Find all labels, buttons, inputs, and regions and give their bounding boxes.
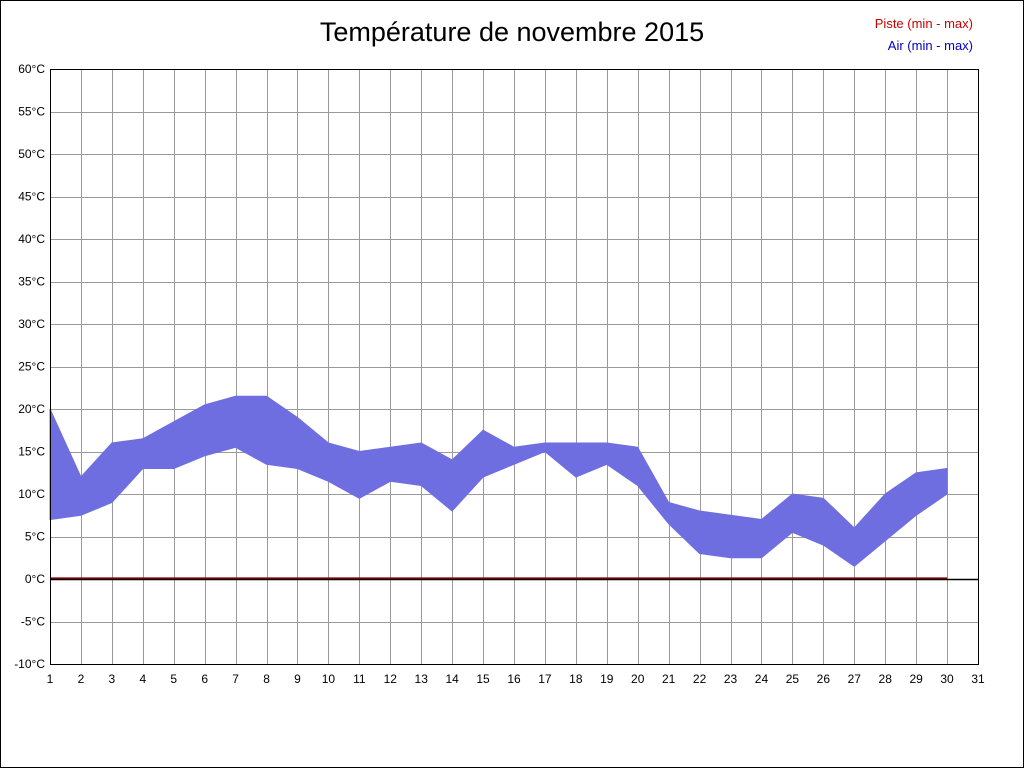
y-tick-label: 30°C — [18, 317, 45, 331]
x-tick-label: 14 — [445, 672, 459, 686]
y-tick-label: 40°C — [18, 232, 45, 246]
x-tick-label: 24 — [755, 672, 769, 686]
x-tick-label: 23 — [724, 672, 738, 686]
x-tick-label: 25 — [786, 672, 800, 686]
x-tick-label: 16 — [507, 672, 521, 686]
y-axis-labels: 60°C 55°C 50°C 45°C 40°C 35°C 30°C 25°C 20°C 15°C… — [14, 62, 45, 671]
x-tick-label: 15 — [476, 672, 490, 686]
x-tick-label: 8 — [263, 672, 270, 686]
x-tick-label: 29 — [909, 672, 923, 686]
y-tick-label: 15°C — [18, 445, 45, 459]
x-tick-label: 20 — [631, 672, 645, 686]
y-tick-label: 25°C — [18, 360, 45, 374]
x-tick-label: 1 — [47, 672, 54, 686]
y-tick-label: 55°C — [18, 105, 45, 119]
y-tick-label: -5°C — [21, 615, 45, 629]
x-tick-label: 7 — [232, 672, 239, 686]
legend-piste-label: Piste (min - max) — [874, 16, 973, 31]
x-tick-label: 27 — [848, 672, 862, 686]
x-tick-label: 9 — [294, 672, 301, 686]
x-tick-label: 10 — [322, 672, 336, 686]
x-tick-label: 26 — [817, 672, 831, 686]
x-tick-label: 11 — [353, 672, 366, 686]
y-tick-label: 10°C — [18, 487, 45, 501]
x-tick-label: 6 — [201, 672, 208, 686]
y-tick-label: 35°C — [18, 275, 45, 289]
y-tick-label: 50°C — [18, 147, 45, 161]
y-tick-label: 0°C — [25, 572, 45, 586]
y-tick-label: 60°C — [18, 62, 45, 76]
x-tick-label: 31 — [971, 672, 985, 686]
x-tick-label: 4 — [139, 672, 146, 686]
x-tick-label: 18 — [569, 672, 583, 686]
x-tick-label: 30 — [940, 672, 954, 686]
legend-air-label: Air (min - max) — [887, 38, 973, 53]
legend: Piste (min - max) Air (min - max) — [875, 13, 973, 57]
y-tick-label: 45°C — [18, 190, 45, 204]
chart-title: Température de novembre 2015 — [319, 17, 705, 47]
x-tick-label: 5 — [170, 672, 177, 686]
y-tick-label: 20°C — [18, 402, 45, 416]
grid-lines — [50, 69, 979, 665]
x-tick-label: 2 — [78, 672, 85, 686]
x-tick-label: 28 — [879, 672, 893, 686]
x-tick-label: 22 — [693, 672, 707, 686]
x-tick-label: 3 — [109, 672, 116, 686]
x-axis-labels: 1 2 3 4 5 6 7 8 9 10 11 12 13 14 15 16 17 18 19 20 21 22 23 24 2… — [47, 672, 985, 686]
y-tick-label: -10°C — [14, 657, 45, 671]
x-tick-label: 12 — [384, 672, 398, 686]
plot-border — [50, 69, 979, 665]
x-tick-label: 21 — [662, 672, 676, 686]
air-minmax-band — [49, 395, 948, 567]
y-tick-label: 5°C — [25, 530, 45, 544]
x-tick-label: 17 — [538, 672, 552, 686]
x-tick-label: 13 — [415, 672, 429, 686]
x-tick-label: 19 — [600, 672, 614, 686]
